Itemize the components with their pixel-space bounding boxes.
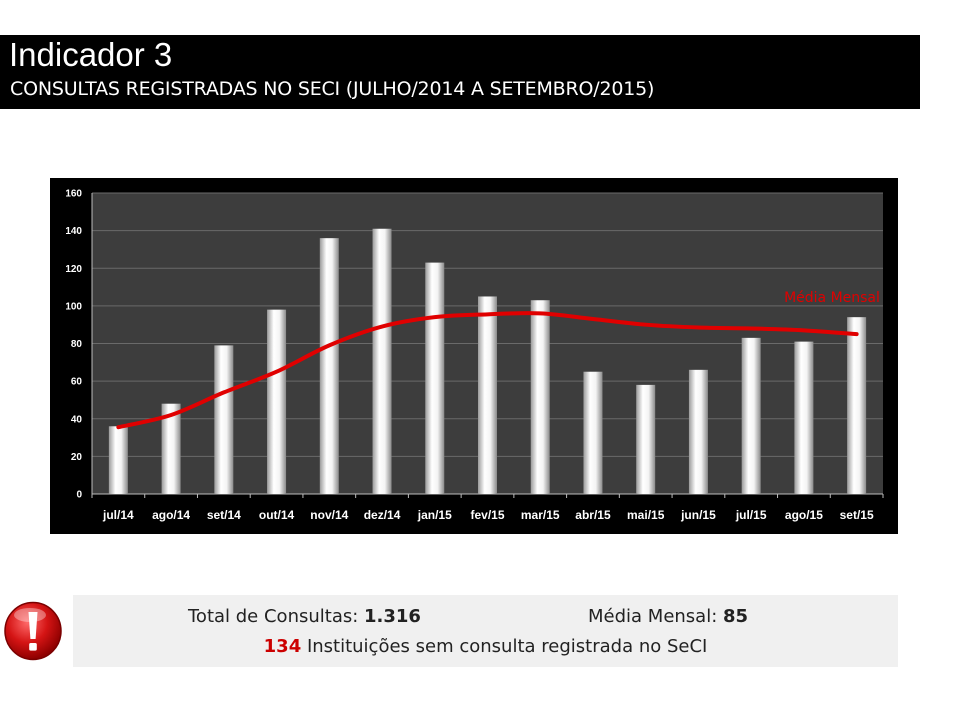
- x-tick-label: mai/15: [627, 508, 665, 522]
- exclamation-alert-icon: [3, 601, 63, 661]
- y-tick-label: 100: [65, 301, 82, 312]
- trend-layer: [116, 311, 859, 430]
- total-consultas-label: Total de Consultas:: [188, 606, 365, 627]
- y-tick-label: 80: [71, 339, 83, 350]
- bar-ago-15: [794, 341, 814, 494]
- bar-abr-15: [583, 371, 603, 494]
- media-mensal-value: 85: [723, 606, 749, 627]
- bar-mar-15: [530, 300, 550, 494]
- summary-row-instituicoes: 134 Instituições sem consulta registrada…: [73, 634, 898, 660]
- x-tick-label: out/14: [259, 508, 295, 522]
- chart-svg: 0 20 40 60 80 100 120 140 160 jul/14 ago/14 set/14 o…: [50, 178, 898, 534]
- y-tick-label: 120: [65, 264, 82, 275]
- y-tick-label: 0: [76, 490, 82, 501]
- bar-layer: [108, 228, 867, 494]
- summary-row-totals: Total de Consultas: 1.316 Média Mensal: …: [73, 604, 898, 630]
- trend-label: Média Mensal: [784, 290, 880, 306]
- x-tick-label: mar/15: [521, 508, 560, 522]
- bar-jun-15: [688, 369, 708, 494]
- x-tick-label: set/14: [207, 508, 241, 522]
- bar-dez-14: [372, 228, 392, 494]
- bar-fev-15: [478, 296, 497, 494]
- x-tick-label: ago/14: [152, 508, 190, 522]
- bar-set-15: [847, 317, 867, 494]
- bar-chart: 0 20 40 60 80 100 120 140 160 jul/14 ago/14 set/14 o…: [50, 178, 898, 534]
- x-tick-label: abr/15: [575, 508, 611, 522]
- x-tick-label: jul/14: [102, 508, 134, 522]
- bar-jul-15: [741, 337, 761, 494]
- media-mensal-label: Média Mensal:: [588, 606, 723, 627]
- bar-set-14: [214, 345, 234, 494]
- y-tick-label: 160: [65, 189, 82, 200]
- page-subtitle: CONSULTAS REGISTRADAS NO SECI (JULHO/201…: [10, 78, 655, 100]
- x-tick-label: nov/14: [310, 508, 348, 522]
- bar-out-14: [267, 309, 287, 494]
- x-tick-label: set/15: [840, 508, 874, 522]
- y-tick-label: 60: [71, 377, 83, 388]
- bar-ago-14: [161, 403, 181, 494]
- total-consultas: Total de Consultas: 1.316: [188, 604, 421, 630]
- page-title: Indicador 3: [9, 36, 173, 73]
- x-tick-label: jun/15: [680, 508, 716, 522]
- media-mensal-trend-line: [116, 311, 859, 430]
- y-tick-label: 140: [65, 226, 82, 237]
- bar-jan-15: [425, 262, 445, 494]
- x-tick-label: jan/15: [417, 508, 452, 522]
- y-tick-label: 20: [71, 452, 83, 463]
- x-tick-label: ago/15: [785, 508, 823, 522]
- x-tick-label: dez/14: [364, 508, 401, 522]
- instituicoes-count: 134: [263, 636, 302, 657]
- title-bar: Indicador 3 CONSULTAS REGISTRADAS NO SEC…: [0, 35, 920, 109]
- x-tick-label: fev/15: [470, 508, 504, 522]
- media-mensal: Média Mensal: 85: [588, 604, 748, 630]
- label-layer: 0 20 40 60 80 100 120 140 160 jul/14 ago/14 set/14 o…: [65, 189, 880, 523]
- instituicoes-text: Instituições sem consulta registrada no …: [301, 636, 708, 657]
- total-consultas-value: 1.316: [364, 606, 421, 627]
- x-tick-label: jul/15: [735, 508, 767, 522]
- bar-jul-14: [108, 426, 128, 494]
- bar-nov-14: [319, 238, 339, 494]
- y-tick-label: 40: [71, 414, 83, 425]
- summary-box: Total de Consultas: 1.316 Média Mensal: …: [73, 595, 898, 667]
- bar-mai-15: [636, 384, 656, 494]
